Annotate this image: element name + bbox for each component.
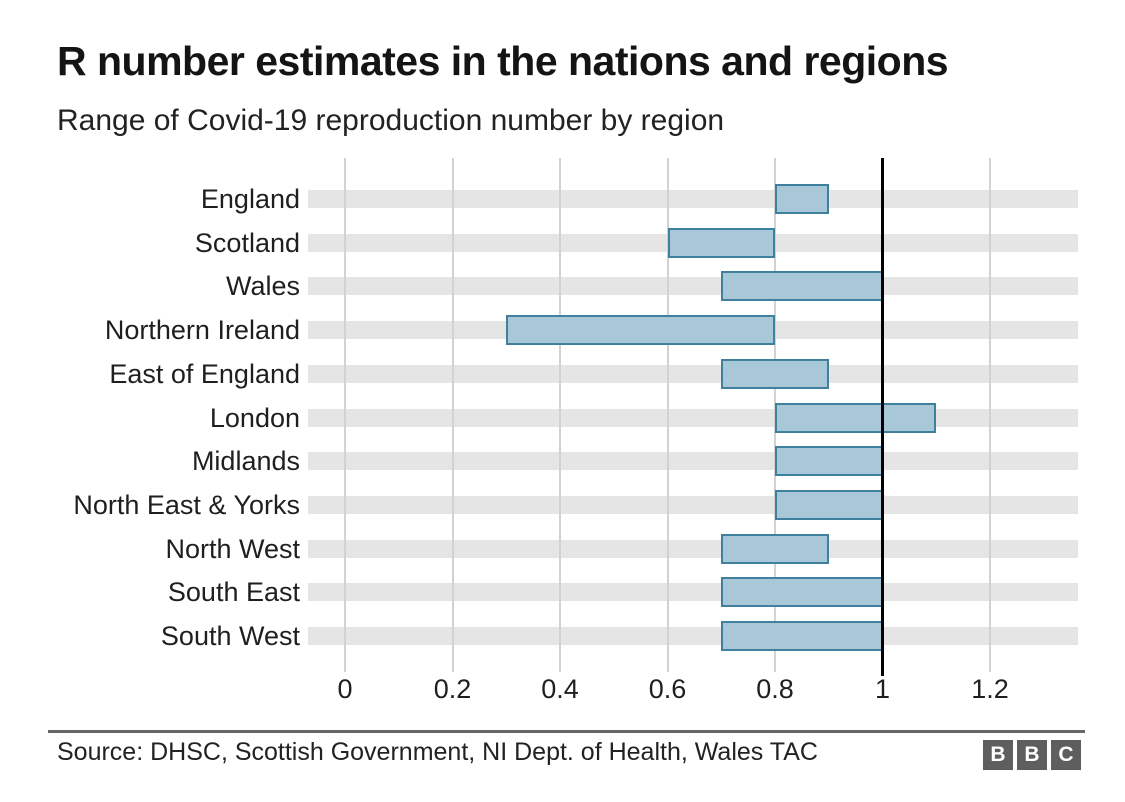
page-title: R number estimates in the nations and re… [57,38,949,84]
x-tick-label: 0 [337,674,353,704]
row-track [308,539,1078,558]
category-label: South West [160,621,300,651]
category-label: South East [167,577,300,608]
bbc-logo-block: B [983,740,1013,770]
row-track [308,277,1078,296]
bbc-logo-block: C [1051,740,1081,770]
x-tick-label: 0.2 [433,674,472,704]
range-bar-north-east-yorks [775,489,883,520]
category-label: Wales [225,271,300,302]
category-label: North East & Yorks [73,489,300,520]
category-label: Midlands [191,446,300,477]
row-track [308,190,1078,208]
category-label: England [200,184,300,214]
plot-area [308,158,1078,676]
range-bar-london [775,402,937,433]
range-bar-wales [721,271,883,302]
gridline-0.6 [666,158,669,672]
source-text: Source: DHSC, Scottish Government, NI De… [57,738,818,766]
footer-divider [48,730,1085,733]
row-track [308,495,1078,514]
category-label: London [209,402,300,433]
row-track [308,364,1078,383]
chart-subtitle: Range of Covid-19 reproduction number by… [57,104,725,137]
x-tick-label: 0.6 [648,674,687,704]
x-tick-label: 0.8 [756,674,794,704]
range-bar-england [775,184,829,214]
category-label: Scotland [194,227,300,258]
range-bar-south-west [721,621,883,651]
x-tick-label: 1.2 [971,674,1009,704]
range-bar-northern-ireland [506,315,775,346]
gridline-0.4 [559,158,561,672]
gridline-0 [344,158,346,672]
reference-line-1 [881,158,884,676]
gridline-0.2 [451,158,454,672]
gridline-1.2 [989,158,991,672]
row-track [308,583,1078,602]
x-tick-label: 0.4 [541,674,579,704]
category-label: Northern Ireland [104,315,300,346]
x-tick-label: 1 [874,674,891,704]
category-label: North West [165,533,300,564]
range-bar-scotland [667,227,775,258]
bbc-logo-block: B [1017,740,1047,770]
range-bar-north-west [721,533,829,564]
row-track [308,452,1078,471]
x-axis-labels: 0 0.2 0.4 0.6 0.8 1 1.2 [308,674,1078,714]
range-bar-midlands [775,446,883,477]
range-bar-chart: England Scotland Wales Northern Ireland East… [0,158,1125,718]
category-label: East of England [109,358,300,389]
row-track [308,627,1078,645]
y-axis-labels: England Scotland Wales Northern Ireland East… [0,158,300,672]
range-bar-east-of-england [721,358,829,389]
row-track [308,408,1078,427]
range-bar-south-east [721,577,883,608]
